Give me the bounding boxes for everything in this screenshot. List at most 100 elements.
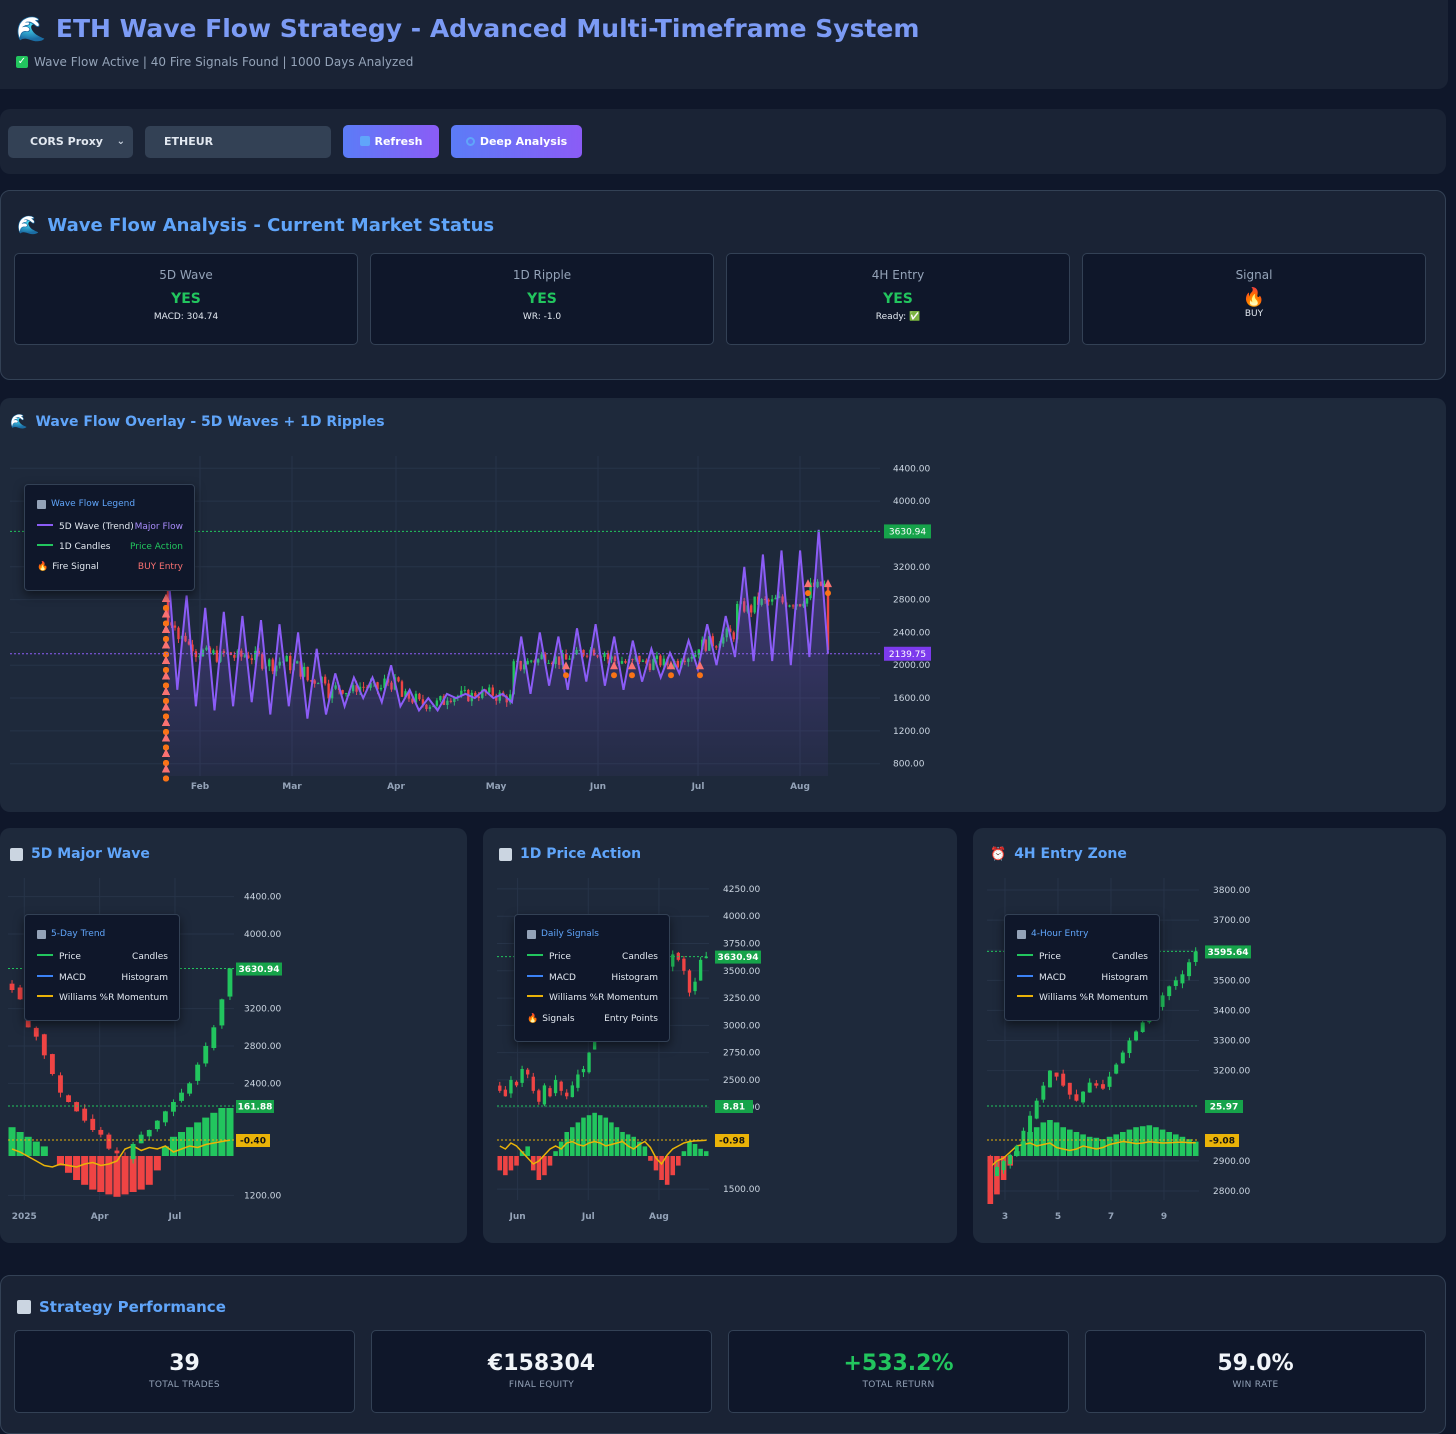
macd-bar	[89, 1156, 97, 1190]
x-tick-label: 9	[1161, 1212, 1167, 1222]
candle	[671, 954, 675, 967]
x-tick-label: 3	[1002, 1212, 1008, 1222]
candle	[1140, 1022, 1145, 1033]
candle	[17, 987, 23, 1000]
legend-item: MACD Histogram	[37, 973, 168, 983]
candle	[1081, 1091, 1086, 1103]
macd-bar	[609, 1122, 614, 1156]
legend-item: Williams %R Momentum	[1017, 993, 1148, 1003]
macd-bar	[508, 1156, 514, 1171]
macd-bar	[687, 1141, 692, 1156]
fire-signal-dot	[163, 760, 169, 766]
candle	[418, 693, 421, 700]
macd-bar	[642, 1146, 648, 1156]
x-tick-label: Aug	[790, 782, 810, 792]
legend-desc: Candles	[132, 952, 168, 962]
candle	[565, 1092, 569, 1097]
legend-swatch	[1017, 954, 1033, 956]
metric-final-equity: €158304 FINAL EQUITY	[371, 1330, 712, 1413]
x-tick-label: Jul	[168, 1212, 182, 1222]
fire-signal-dot	[163, 620, 169, 627]
macd-bar	[1153, 1127, 1159, 1156]
legend-item: 1D Candles Price Action	[37, 542, 183, 552]
candle	[90, 1118, 96, 1130]
fire-signal-arrow	[162, 671, 170, 680]
candle	[553, 1079, 558, 1094]
macd-bar	[218, 1108, 226, 1156]
candle	[509, 694, 512, 703]
overlay-title-text: Wave Flow Overlay - 5D Waves + 1D Ripple…	[35, 414, 385, 430]
chart-4h[interactable]: 3800.003700.003600.003500.003400.003300.…	[973, 828, 1446, 1243]
macd-tag	[1205, 1100, 1243, 1113]
overlay-chart[interactable]: 4400.00 4000.00 3200.00 2800.00 2400.00 2000.…	[0, 398, 1446, 812]
legend-name: 5D Wave (Trend)	[59, 522, 134, 532]
card-value: YES	[527, 291, 557, 307]
candle	[130, 1144, 136, 1160]
wr-tag	[236, 1134, 270, 1147]
wave-level-label: 2139.75	[889, 650, 926, 660]
legend-swatch	[37, 974, 53, 977]
macd-bar	[987, 1156, 994, 1204]
candle	[187, 1083, 193, 1094]
legend-desc: Entry Points	[604, 1013, 658, 1024]
y-tick-label: 3500.00	[1213, 976, 1250, 986]
macd-bar	[1053, 1122, 1060, 1156]
status-card-5d: 5D Wave YES MACD: 304.74	[14, 253, 358, 345]
candle	[1127, 1040, 1132, 1054]
macd-bar	[703, 1151, 709, 1156]
candle	[514, 1081, 519, 1086]
y-tick-label: 2900.00	[1213, 1157, 1250, 1167]
candle	[582, 649, 585, 656]
refresh-button[interactable]: Refresh	[343, 125, 439, 158]
y-tick-label: 3400.00	[1213, 1006, 1250, 1016]
candle	[526, 1069, 530, 1075]
candle	[463, 689, 467, 691]
candle	[302, 666, 306, 677]
macd-bar	[1086, 1136, 1093, 1156]
legend-name: Williams %R	[549, 993, 605, 1003]
wave-icon: 🌊	[16, 14, 46, 43]
legend-name: Signals	[542, 1013, 575, 1024]
macd-bar	[620, 1132, 625, 1156]
fire-signal-arrow	[162, 718, 170, 726]
symbol-input[interactable]: ETHEUR	[145, 126, 331, 158]
candle	[791, 605, 795, 607]
candle	[379, 687, 383, 690]
williams-r-line	[499, 1139, 707, 1166]
candle	[1094, 1083, 1099, 1086]
candle	[592, 1036, 597, 1050]
candle	[400, 681, 404, 697]
chart-5d[interactable]: 4400.00 4000.00 3200.00 2800.00 2400.00 1200.…	[0, 828, 467, 1243]
candle	[435, 700, 439, 706]
y-tick-label: 3200.00	[1213, 1067, 1250, 1077]
macd-bar	[97, 1156, 105, 1192]
candle	[509, 1079, 513, 1094]
legend-swatch	[37, 954, 53, 956]
y-tick-label: 1600.00	[893, 694, 930, 704]
macd-bar	[659, 1156, 664, 1180]
metric-total-return: +533.2% TOTAL RETURN	[728, 1330, 1069, 1413]
candle	[1193, 951, 1198, 962]
candle	[491, 687, 494, 696]
x-tick-label: Jul	[691, 782, 705, 792]
bar-chart-icon	[10, 847, 23, 861]
proxy-select[interactable]: CORS Proxy ⌄	[8, 126, 133, 158]
candle	[1107, 1076, 1112, 1087]
chart-title-text: 1D Price Action	[520, 846, 642, 862]
y-tick-label: 2000.00	[893, 661, 930, 671]
candle	[550, 662, 554, 665]
price-tag	[715, 950, 761, 964]
candle	[162, 1111, 168, 1123]
candle	[397, 677, 400, 682]
candle	[203, 1046, 209, 1064]
macd-label: 25.97	[1210, 1103, 1238, 1113]
chart-legend: 4-Hour Entry Price Candles MACD Histogram Wil…	[1004, 914, 1160, 1021]
macd-label: 8.81	[723, 1103, 745, 1113]
deep-analysis-button[interactable]: Deep Analysis	[451, 125, 582, 158]
candle	[659, 655, 662, 666]
candle	[697, 649, 700, 655]
candle	[421, 699, 425, 705]
candle	[1114, 1064, 1119, 1074]
fire-signal-arrow	[562, 661, 570, 670]
card-label: 1D Ripple	[512, 268, 572, 282]
